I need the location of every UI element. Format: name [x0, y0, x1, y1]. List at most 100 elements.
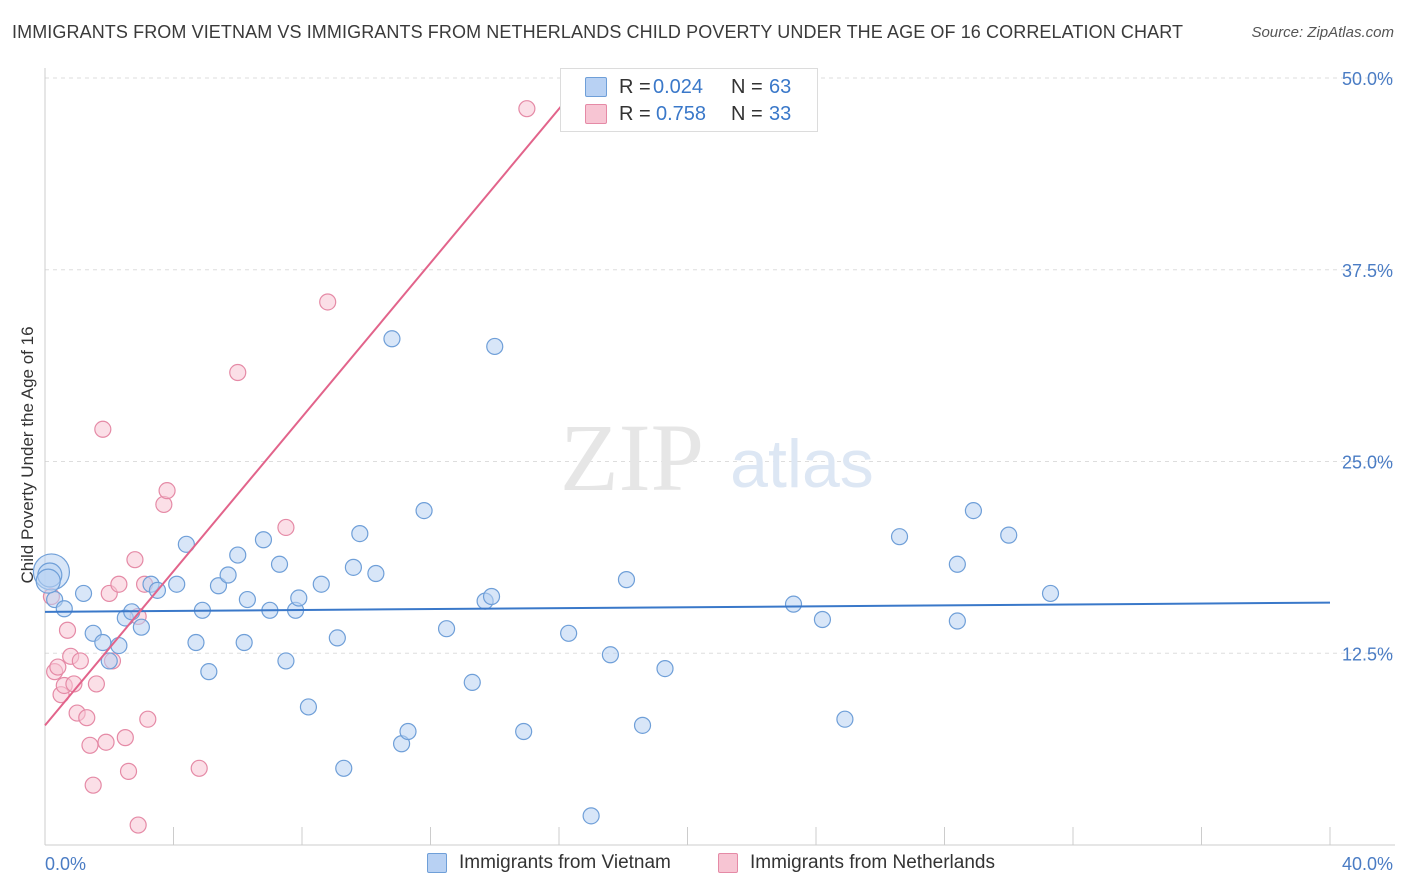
netherlands-point: [116, 729, 134, 747]
vietnam-point: [351, 524, 369, 543]
vietnam-point: [399, 722, 417, 741]
legend-item-netherlands[interactable]: Immigrants from Netherlands: [718, 852, 995, 874]
vietnam-point: [948, 612, 966, 630]
netherlands-point: [139, 710, 157, 728]
netherlands-point: [110, 575, 128, 593]
vietnam-point: [254, 531, 273, 549]
vietnam-point: [344, 558, 362, 576]
netherlands-point: [58, 621, 77, 639]
legend-n-label-vietnam: N =: [731, 75, 763, 98]
legend-item-vietnam[interactable]: Immigrants from Vietnam: [427, 852, 671, 874]
vietnam-point: [312, 575, 330, 593]
legend-r-label-vietnam: R =: [619, 75, 651, 98]
netherlands-point: [126, 551, 144, 569]
vietnam-point: [238, 590, 256, 609]
vietnam-point: [94, 633, 112, 652]
netherlands-point: [518, 100, 536, 118]
vietnam-point: [132, 618, 150, 636]
legend-n-label-netherlands: N =: [731, 102, 763, 125]
vietnam-point: [415, 501, 433, 520]
vietnam-point: [229, 546, 247, 564]
vietnam-point: [74, 584, 93, 603]
vietnam-point: [582, 807, 600, 825]
legend-n-value-vietnam: 63: [769, 75, 792, 98]
vietnam-point: [633, 716, 652, 734]
legend-r-value-netherlands: 0.758: [656, 102, 707, 125]
vietnam-point: [486, 337, 504, 356]
legend-label-vietnam: Immigrants from Vietnam: [459, 852, 671, 873]
netherlands-points: [42, 100, 536, 834]
vietnam-points: [32, 330, 1060, 825]
vietnam-point: [235, 633, 253, 652]
legend-label-netherlands: Immigrants from Netherlands: [750, 852, 995, 873]
legend-swatch-vietnam: [585, 77, 607, 97]
vietnam-point: [277, 652, 295, 670]
vietnam-point: [335, 759, 353, 777]
series-legend: Immigrants from Vietnam Immigrants from …: [0, 852, 1406, 878]
y-tick-label: 37.5%: [1342, 261, 1393, 281]
vietnam-point: [463, 673, 481, 691]
legend-swatch-netherlands-bottom: [718, 853, 738, 873]
vietnam-point: [270, 555, 289, 573]
vietnam-point: [515, 722, 533, 741]
netherlands-point: [94, 420, 112, 438]
vietnam-point: [187, 633, 205, 652]
watermark-atlas: atlas: [730, 426, 874, 502]
x-tick-label: 0.0%: [45, 854, 86, 874]
netherlands-point: [229, 363, 247, 382]
vietnam-point: [601, 646, 620, 664]
grid-lines: [45, 77, 1395, 654]
legend-swatch-vietnam-bottom: [427, 853, 447, 873]
vietnam-point: [437, 620, 456, 638]
vietnam-point: [964, 501, 983, 520]
vietnam-point: [1041, 584, 1060, 603]
legend-r-label-netherlands: R =: [619, 102, 651, 125]
legend-swatch-netherlands: [585, 104, 607, 124]
netherlands-point: [119, 762, 138, 780]
chart-title: IMMIGRANTS FROM VIETNAM VS IMMIGRANTS FR…: [12, 22, 1184, 42]
vietnam-point: [367, 564, 385, 583]
axes: [44, 68, 1395, 846]
trend-lines: [44, 77, 1331, 726]
vietnam-point: [656, 659, 674, 678]
netherlands-point: [129, 816, 147, 834]
vietnam-point: [948, 555, 966, 573]
watermark-zip: ZIP: [560, 404, 704, 511]
y-tick-label: 12.5%: [1342, 644, 1393, 664]
netherlands-point: [84, 776, 102, 794]
netherlands-point: [87, 675, 106, 693]
x-tick-label: 40.0%: [1342, 854, 1393, 874]
vietnam-point: [813, 610, 832, 629]
stats-legend: R = 0.024 N = 63 R = 0.758 N = 33: [560, 68, 818, 132]
legend-n-value-netherlands: 33: [769, 102, 792, 125]
vietnam-point: [35, 568, 61, 594]
vietnam-point: [836, 710, 854, 728]
vietnam-point: [328, 629, 346, 647]
netherlands-point: [190, 759, 208, 777]
vietnam-point: [55, 600, 73, 618]
vietnam-point: [784, 595, 803, 613]
legend-r-value-vietnam: 0.024: [653, 75, 704, 98]
netherlands-point: [78, 709, 96, 727]
vietnam-point: [1000, 526, 1018, 544]
netherlands-trend-line: [44, 77, 586, 726]
source-label: Source: ZipAtlas.com: [1251, 24, 1394, 41]
vietnam-point: [890, 528, 909, 546]
vietnam-point: [299, 698, 318, 716]
netherlands-point: [49, 658, 67, 676]
netherlands-point: [97, 733, 115, 751]
vietnam-point: [209, 577, 228, 595]
vietnam-point: [100, 652, 118, 670]
netherlands-point: [158, 482, 176, 500]
netherlands-point: [71, 652, 89, 670]
vietnam-point: [617, 571, 636, 589]
vietnam-point: [482, 587, 501, 606]
vietnam-point: [110, 636, 128, 655]
netherlands-point: [81, 736, 99, 754]
y-tick-label: 50.0%: [1342, 69, 1393, 89]
vietnam-point: [200, 663, 218, 681]
netherlands-point: [319, 293, 337, 311]
y-tick-label: 25.0%: [1342, 453, 1393, 473]
vietnam-trend-line: [44, 601, 1331, 613]
